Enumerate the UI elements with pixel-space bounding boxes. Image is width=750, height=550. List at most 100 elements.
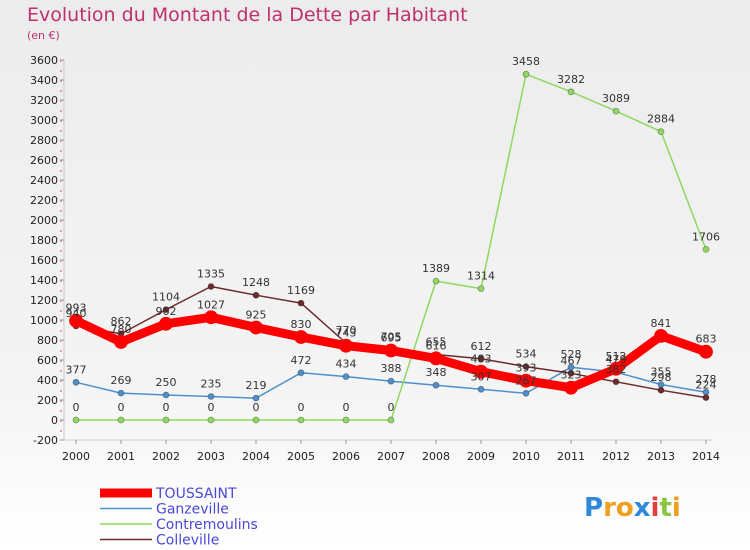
data-label: 2884 xyxy=(647,113,675,126)
data-label: 0 xyxy=(208,401,215,414)
data-point xyxy=(162,306,170,314)
data-point xyxy=(477,385,485,393)
legend-item-label: Colleville xyxy=(156,533,219,549)
x-tick-label: 2007 xyxy=(377,450,405,463)
data-label: 862 xyxy=(111,315,132,328)
data-point xyxy=(387,377,395,385)
data-point xyxy=(162,391,170,399)
y-tick-label: 200 xyxy=(37,394,58,407)
data-point xyxy=(519,373,533,388)
data-point xyxy=(297,299,305,307)
data-label: 0 xyxy=(388,401,395,414)
data-point xyxy=(69,313,83,328)
data-point xyxy=(252,416,260,424)
x-tick-label: 2011 xyxy=(557,450,585,463)
proxiti-logo: Proxiti xyxy=(584,493,681,523)
y-tick-label: 1200 xyxy=(30,294,58,307)
data-point xyxy=(567,369,575,377)
x-tick-label: 2012 xyxy=(602,450,630,463)
data-label: 528 xyxy=(561,348,582,361)
data-label: 298 xyxy=(651,371,672,384)
data-point xyxy=(114,335,128,349)
logo-letter: P xyxy=(584,493,603,523)
x-tick-label: 2000 xyxy=(62,450,90,463)
data-label: 348 xyxy=(426,366,447,379)
y-tick-label: 600 xyxy=(37,354,58,367)
series-contremoulins xyxy=(72,70,710,424)
data-label: 993 xyxy=(66,302,87,315)
data-label: 0 xyxy=(163,401,170,414)
data-label: 267 xyxy=(516,374,537,387)
data-point xyxy=(657,128,665,136)
logo-letter: t xyxy=(659,493,671,523)
data-point xyxy=(207,393,215,400)
data-point xyxy=(522,70,530,78)
y-tick-label: 3400 xyxy=(30,74,58,87)
y-tick-label: 2400 xyxy=(30,174,58,187)
data-point xyxy=(564,380,578,395)
data-label: 512 xyxy=(606,350,627,363)
data-label: 0 xyxy=(298,401,305,414)
data-label: 770 xyxy=(336,324,357,337)
data-label: 655 xyxy=(426,336,447,349)
data-point xyxy=(297,369,305,377)
x-tick-label: 2010 xyxy=(512,450,540,463)
x-tick-label: 2009 xyxy=(467,450,495,463)
data-point xyxy=(207,283,215,290)
data-point xyxy=(117,389,125,397)
y-tick-label: 3200 xyxy=(30,94,58,107)
data-label: 483 xyxy=(471,353,492,366)
x-tick-label: 2008 xyxy=(422,450,450,463)
data-label: 434 xyxy=(336,358,357,371)
data-point xyxy=(72,378,80,386)
data-label: 377 xyxy=(66,363,87,376)
data-label: 278 xyxy=(696,373,717,386)
data-label: 683 xyxy=(696,333,717,346)
data-label: 219 xyxy=(246,379,267,392)
data-point xyxy=(72,416,80,424)
logo-letter: o xyxy=(616,493,634,523)
logo-letter: r xyxy=(603,493,616,523)
data-point xyxy=(567,88,575,96)
data-point xyxy=(162,416,170,424)
data-label: 830 xyxy=(291,318,312,331)
data-point xyxy=(522,389,530,397)
data-label: 224 xyxy=(696,379,717,392)
legend-item-label: Ganzeville xyxy=(156,502,229,518)
data-label: 1104 xyxy=(152,291,180,304)
data-point xyxy=(249,320,263,335)
data-point xyxy=(432,381,440,389)
x-tick-label: 2003 xyxy=(197,450,225,463)
x-tick-label: 2013 xyxy=(647,450,675,463)
y-tick-label: 3600 xyxy=(30,54,58,67)
data-label: 705 xyxy=(381,331,402,344)
data-point xyxy=(297,416,305,424)
chart-title: Evolution du Montant de la Dette par Hab… xyxy=(27,4,468,26)
data-label: 612 xyxy=(471,340,492,353)
y-tick-label: 2000 xyxy=(30,214,58,227)
data-label: 1169 xyxy=(287,284,315,297)
y-tick-label: 1800 xyxy=(30,234,58,247)
data-label: 250 xyxy=(156,376,177,389)
data-point xyxy=(432,277,440,285)
data-point xyxy=(654,328,668,343)
data-label: 841 xyxy=(651,317,672,330)
data-label: 1248 xyxy=(242,276,270,289)
data-label: 1389 xyxy=(422,262,450,275)
data-label: 743 xyxy=(336,327,357,340)
data-point xyxy=(384,343,398,358)
data-label: 1027 xyxy=(197,298,225,311)
data-label: 467 xyxy=(561,354,582,367)
data-point xyxy=(522,363,530,371)
data-label: 1706 xyxy=(692,230,720,243)
data-point xyxy=(477,355,485,363)
data-point xyxy=(609,361,623,376)
data-label: 472 xyxy=(291,354,312,367)
legend-item-label: Contremoulins xyxy=(156,517,258,533)
logo-letter: x xyxy=(634,493,651,523)
logo-letter: i xyxy=(651,493,660,523)
data-label: 534 xyxy=(516,348,537,361)
data-label: 0 xyxy=(73,401,80,414)
